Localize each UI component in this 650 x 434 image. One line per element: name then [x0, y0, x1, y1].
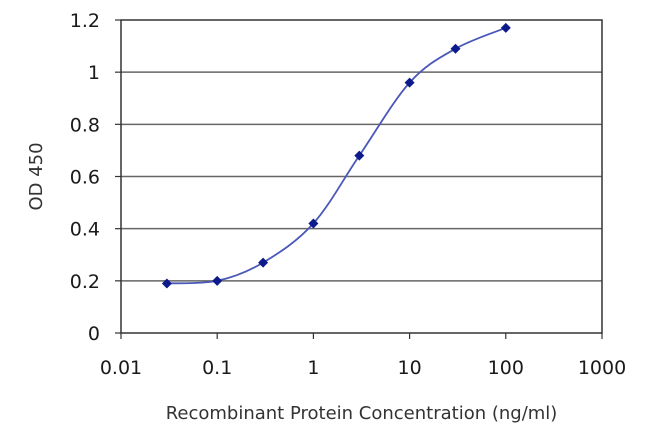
y-axis-tick-labels: 0 0.2 0.4 0.6 0.8 1 1.2 — [70, 10, 100, 345]
x-tick-label: 0.1 — [202, 357, 232, 379]
data-point — [354, 150, 365, 161]
x-axis-label: Recombinant Protein Concentration (ng/ml… — [166, 403, 558, 424]
y-tick-label: 0.2 — [70, 271, 100, 293]
data-point — [258, 257, 269, 268]
data-point — [500, 22, 511, 33]
data-point — [404, 77, 415, 88]
series-line — [166, 26, 507, 285]
x-tick-label: 1 — [307, 357, 319, 379]
axis-ticks — [115, 19, 603, 339]
data-point — [161, 278, 172, 289]
data-series — [161, 22, 511, 289]
y-tick-label: 0.8 — [70, 114, 100, 136]
x-tick-label: 100 — [488, 357, 524, 379]
x-tick-label: 10 — [398, 357, 422, 379]
y-tick-label: 1 — [88, 62, 100, 84]
x-tick-label: 0.01 — [100, 357, 142, 379]
x-tick-label: 1000 — [578, 357, 626, 379]
y-tick-label: 0.6 — [70, 167, 100, 189]
y-tick-label: 1.2 — [70, 10, 100, 32]
gridlines — [121, 71, 602, 282]
data-point — [450, 43, 461, 54]
data-point — [308, 218, 319, 229]
data-point — [212, 275, 223, 286]
y-axis-label: OD 450 — [26, 142, 47, 210]
x-axis-tick-labels: 0.01 0.1 1 10 100 1000 — [100, 357, 626, 379]
y-tick-label: 0 — [88, 323, 100, 345]
y-tick-label: 0.4 — [70, 219, 100, 241]
